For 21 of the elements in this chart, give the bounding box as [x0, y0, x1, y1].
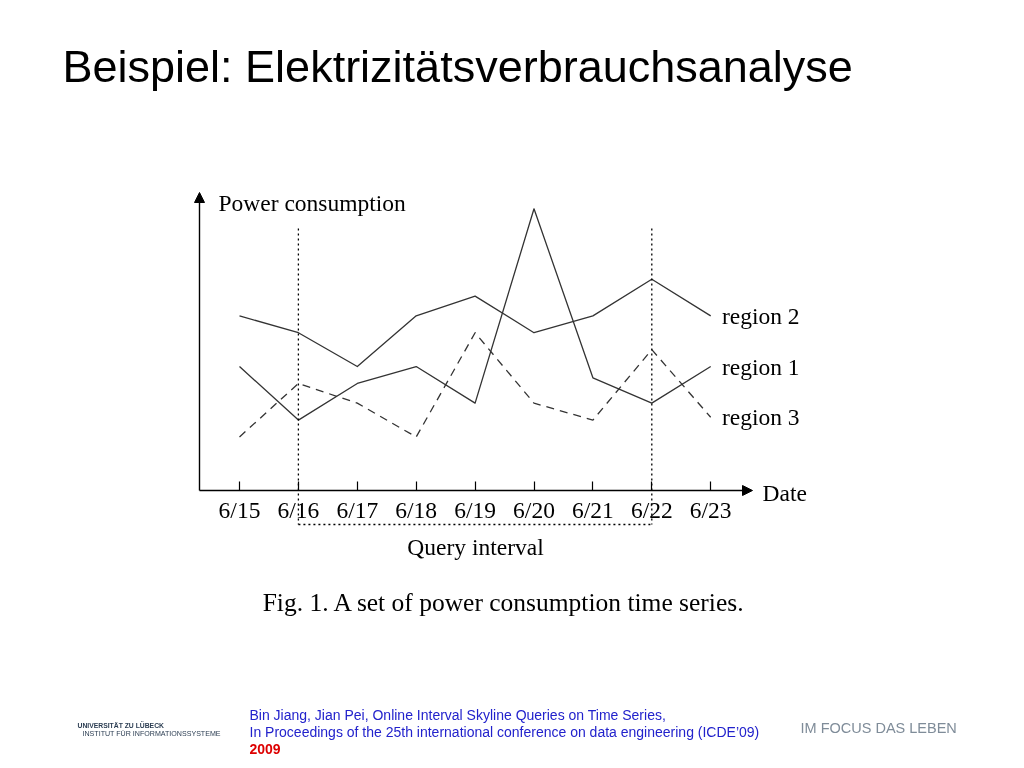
text: IM FOCUS DAS LEBEN: [800, 719, 957, 736]
x-tick-label: 6/16: [277, 496, 320, 523]
series-label: region 3: [721, 404, 800, 431]
x-tick-label: 6/15: [218, 496, 261, 523]
x-tick-label: 6/17: [336, 496, 379, 523]
x-tick-label: 6/23: [689, 496, 732, 523]
series-label: region 1: [721, 353, 800, 380]
chart-title: Beispiel: Elektrizitätsverbrauchsanalyse: [62, 41, 853, 92]
y-axis-title: Power consumption: [218, 189, 407, 216]
x-tick-label: 6/20: [513, 496, 555, 523]
text: In Proceedings of the 25th international conference on data engineering (ICDE’09): [249, 723, 760, 740]
x-tick-label: 6/22: [630, 496, 673, 523]
x-tick-label: 6/18: [395, 496, 438, 523]
x-axis-title: Date: [762, 479, 807, 506]
caption: Fig. 1. A set of power consumption time series.: [262, 588, 744, 617]
x-tick-label: 6/21: [572, 496, 614, 523]
text: Query interval: [407, 533, 545, 560]
text: 2009: [249, 740, 281, 757]
series-label: region 2: [721, 302, 800, 329]
text: Bin Jiang, Jian Pei, Online Interval Skyline Queries on Time Series,: [249, 706, 666, 723]
x-tick-label: 6/19: [454, 496, 496, 523]
